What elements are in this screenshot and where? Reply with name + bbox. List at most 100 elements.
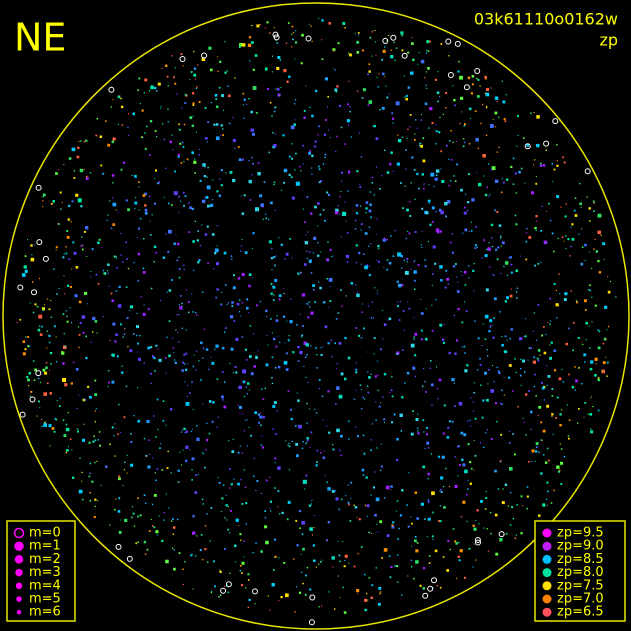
- star-dot: [530, 410, 533, 414]
- star-dot: [483, 239, 485, 242]
- star-dot: [468, 277, 470, 279]
- star-dot: [61, 351, 65, 355]
- star-dot: [117, 510, 121, 513]
- star-dot: [431, 535, 434, 538]
- star-dot: [234, 77, 236, 79]
- star-dot: [316, 367, 318, 369]
- star-dot: [250, 372, 254, 376]
- star-dot: [380, 402, 381, 404]
- star-dot: [149, 372, 152, 375]
- star-dot: [288, 155, 291, 158]
- star-dot: [133, 525, 136, 527]
- star-dot: [543, 351, 547, 355]
- star-dot: [112, 322, 116, 326]
- star-dot: [508, 257, 510, 259]
- star-dot: [130, 433, 132, 435]
- star-dot: [248, 598, 251, 601]
- star-dot: [97, 439, 99, 441]
- star-dot: [232, 138, 236, 142]
- star-dot: [440, 489, 442, 491]
- star-dot: [277, 335, 279, 337]
- star-dot: [464, 576, 466, 579]
- star-dot: [129, 310, 131, 312]
- star-dot: [255, 207, 260, 212]
- star-dot: [43, 392, 47, 396]
- star-dot: [93, 435, 95, 437]
- star-dot: [415, 549, 419, 553]
- star-dot: [29, 302, 31, 304]
- star-dot: [180, 295, 182, 297]
- star-dot: [361, 337, 363, 339]
- star-dot: [349, 106, 351, 108]
- star-dot: [310, 345, 312, 347]
- star-dot: [365, 476, 368, 479]
- star-dot: [185, 352, 188, 355]
- star-dot: [135, 542, 138, 545]
- star-dot: [110, 354, 113, 356]
- star-dot: [360, 229, 362, 231]
- star-dot: [355, 212, 359, 215]
- star-dot: [241, 336, 244, 338]
- star-dot: [217, 416, 219, 418]
- star-dot: [78, 140, 80, 142]
- star-dot: [284, 293, 286, 295]
- star-dot: [459, 75, 463, 80]
- star-dot: [427, 67, 430, 70]
- star-dot: [298, 591, 302, 594]
- star-dot: [335, 318, 338, 320]
- star-dot: [98, 431, 101, 433]
- star-dot: [246, 298, 249, 301]
- star-dot: [216, 426, 218, 428]
- star-dot: [168, 320, 171, 322]
- star-dot: [138, 209, 140, 211]
- star-dot: [306, 402, 308, 405]
- star-dot: [369, 36, 372, 39]
- star-dot: [410, 559, 413, 562]
- star-dot: [279, 59, 282, 61]
- star-dot: [504, 300, 507, 303]
- star-dot: [81, 236, 83, 238]
- star-dot: [199, 549, 202, 552]
- star-dot: [118, 403, 120, 406]
- star-dot: [144, 78, 148, 82]
- star-dot: [423, 187, 425, 190]
- star-dot: [589, 413, 593, 416]
- star-dot: [114, 423, 116, 425]
- star-dot: [460, 516, 463, 518]
- star-dot: [370, 216, 372, 219]
- star-dot: [465, 310, 468, 312]
- star-dot: [321, 39, 323, 41]
- star-dot: [455, 542, 458, 545]
- star-dot: [549, 344, 551, 346]
- star-dot: [184, 102, 187, 104]
- star-dot: [290, 417, 293, 421]
- star-dot: [292, 351, 295, 354]
- star-dot: [88, 441, 91, 444]
- star-dot: [605, 356, 607, 358]
- star-dot: [86, 175, 88, 178]
- star-dot: [501, 335, 503, 337]
- star-dot: [143, 437, 146, 440]
- star-dot: [407, 525, 410, 528]
- star-dot: [179, 306, 183, 310]
- star-dot: [129, 305, 133, 309]
- star-dot: [153, 415, 155, 417]
- star-dot: [355, 426, 357, 428]
- star-dot: [375, 137, 379, 140]
- star-dot: [407, 128, 409, 130]
- star-dot: [498, 371, 501, 374]
- star-dot: [373, 353, 375, 355]
- star-dot: [46, 382, 49, 385]
- star-dot: [220, 169, 223, 172]
- star-dot: [332, 566, 334, 568]
- star-dot: [318, 165, 320, 168]
- star-dot: [336, 363, 338, 365]
- star-dot: [175, 329, 177, 331]
- star-dot: [226, 303, 228, 306]
- zp-swatch: [542, 528, 552, 538]
- star-dot: [301, 521, 305, 525]
- star-dot: [391, 421, 394, 424]
- star-dot: [522, 359, 525, 363]
- star-dot: [118, 123, 119, 125]
- star-dot: [215, 105, 219, 109]
